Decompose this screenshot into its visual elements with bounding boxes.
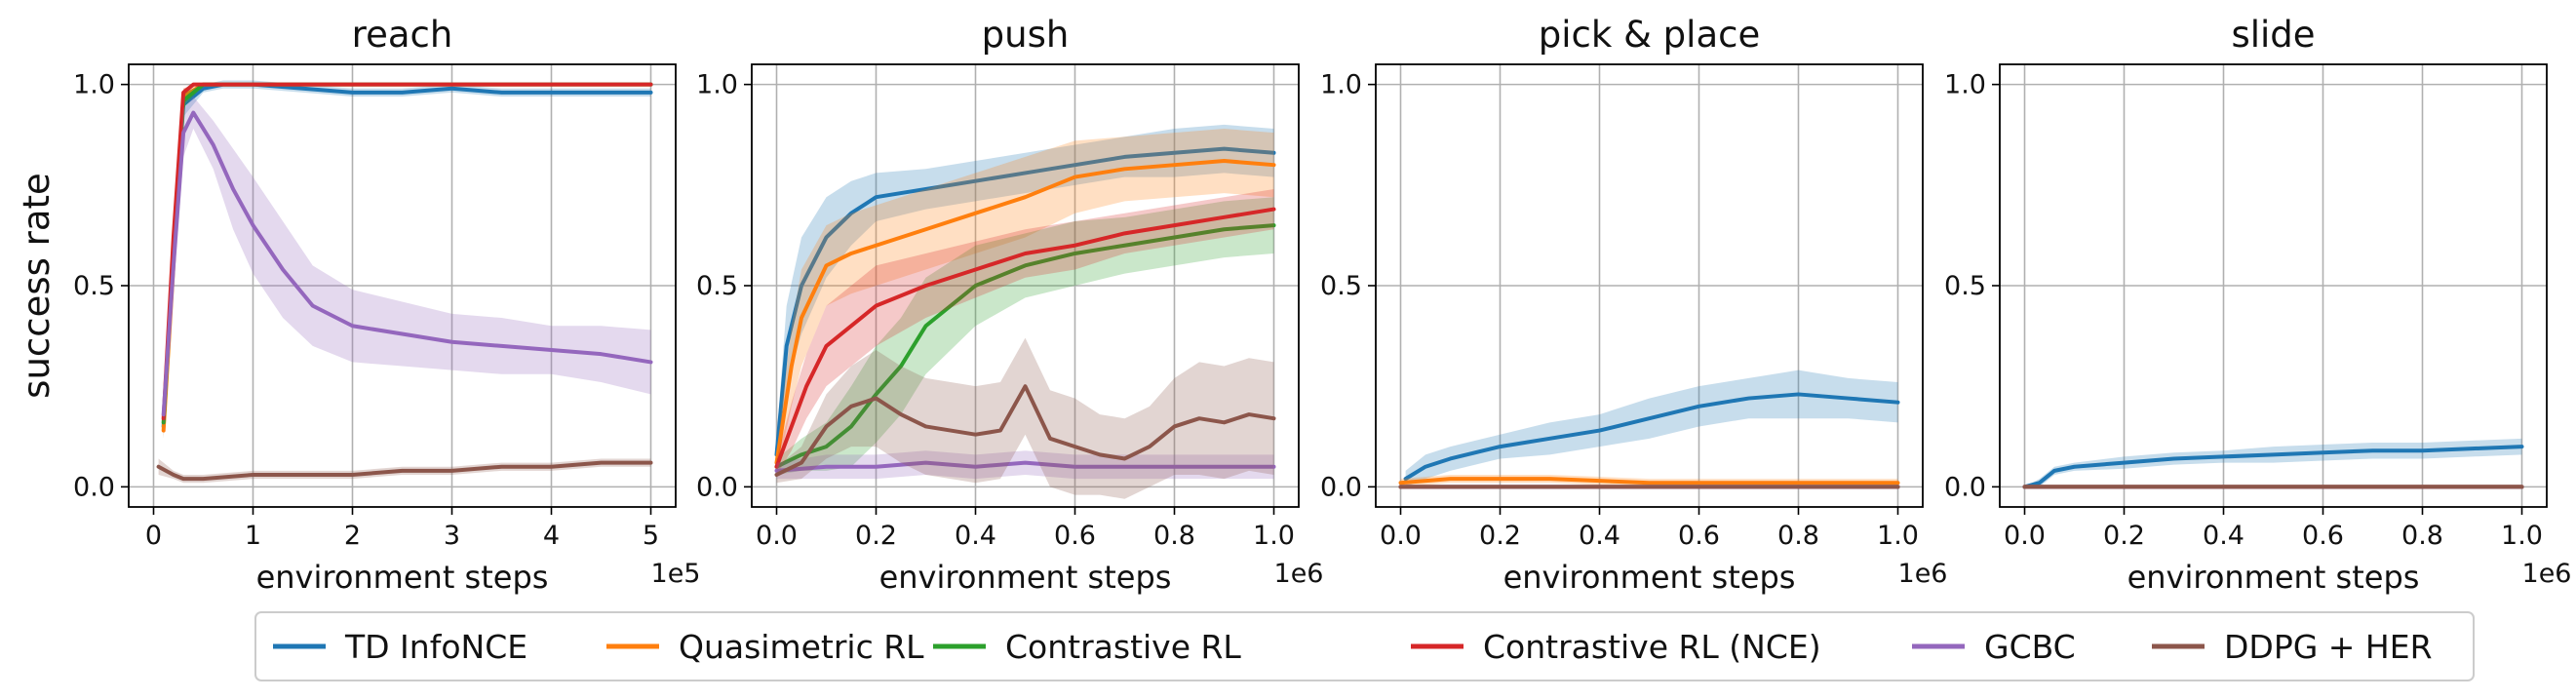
x-tick-label: 0.2	[855, 521, 897, 551]
y-tick-label: 1.0	[1320, 70, 1362, 100]
legend-item-0: TD InfoNCE	[273, 628, 527, 666]
series-line-1	[161, 82, 653, 433]
series-band-1	[163, 84, 651, 439]
panel-title: slide	[2231, 14, 2315, 56]
x-axis-label: environment steps	[1503, 559, 1796, 596]
series-line-0	[2022, 445, 2524, 489]
series-line-0	[161, 82, 653, 429]
series-line-3	[161, 82, 653, 421]
series-group	[774, 124, 1276, 499]
x-tick-label: 0.6	[1054, 521, 1096, 551]
x-tick-label: 3	[444, 521, 460, 551]
series-line-1	[774, 159, 1276, 465]
x-axis-multiplier: 1e5	[651, 559, 701, 589]
legend-label: Contrastive RL (NCE)	[1483, 628, 1821, 666]
y-tick-label: 0.0	[696, 472, 738, 502]
panel-title: pick & place	[1539, 14, 1760, 56]
x-tick-label: 0.4	[2203, 521, 2244, 551]
x-tick-label: 0.8	[2401, 521, 2443, 551]
series-band-0	[776, 124, 1274, 471]
series-group	[1398, 369, 1900, 489]
legend-label: TD InfoNCE	[344, 628, 527, 666]
x-tick-label: 0.2	[1479, 521, 1521, 551]
x-tick-label: 1.0	[1253, 521, 1295, 551]
x-tick-label: 0.0	[1380, 521, 1422, 551]
series-line-5	[774, 384, 1276, 477]
legend-label: DDPG + HER	[2224, 628, 2433, 666]
x-tick-label: 1.0	[2501, 521, 2543, 551]
series-line-1	[1398, 477, 1900, 486]
y-tick-label: 0.0	[1944, 472, 1986, 502]
series-band-2	[163, 84, 651, 431]
series-group	[156, 80, 653, 484]
y-tick-label: 1.0	[696, 70, 738, 100]
series-band-3	[776, 188, 1274, 475]
x-tick-label: 0.8	[1777, 521, 1819, 551]
panel-1: 0.0 0.2 0.4 0.6 0.8 1.0 0.0 0.5 1.0 push environme…	[696, 14, 1323, 596]
series-line-4	[161, 110, 653, 417]
series-line-0	[1403, 392, 1900, 482]
series-band-0	[2024, 438, 2522, 487]
series-line-3	[774, 207, 1276, 469]
panel-title: push	[982, 14, 1070, 56]
y-tick-label: 1.0	[1944, 70, 1986, 100]
x-tick-label: 0.6	[1678, 521, 1720, 551]
panel-title: reach	[352, 14, 453, 56]
series-line-5	[156, 460, 653, 482]
x-tick-label: 0.6	[2302, 521, 2344, 551]
x-tick-label: 1	[245, 521, 261, 551]
y-axis-label: success rate	[16, 173, 58, 399]
series-band-1	[776, 129, 1274, 475]
legend-label: Quasimetric RL	[679, 628, 924, 666]
y-tick-label: 0.5	[1320, 271, 1362, 301]
y-tick-label: 0.5	[73, 271, 115, 301]
panel-3: 0.0 0.2 0.4 0.6 0.8 1.0 0.0 0.5 1.0 slide environm…	[1944, 14, 2571, 596]
series-line-2	[774, 223, 1276, 469]
legend-label: Contrastive RL	[1005, 628, 1241, 666]
x-tick-label: 4	[543, 521, 560, 551]
x-tick-label: 0.0	[2004, 521, 2046, 551]
legend: TD InfoNCE Quasimetric RL Contrastive RL Co…	[254, 611, 2475, 681]
x-axis-label: environment steps	[256, 559, 549, 596]
x-tick-label: 0.8	[1153, 521, 1195, 551]
x-axis-multiplier: 1e6	[2522, 559, 2572, 589]
x-tick-label: 1.0	[1877, 521, 1919, 551]
y-tick-label: 0.0	[1320, 472, 1362, 502]
series-band-2	[776, 197, 1274, 475]
x-tick-label: 0.4	[1579, 521, 1620, 551]
legend-label: GCBC	[1984, 628, 2076, 666]
series-group	[2022, 438, 2524, 489]
series-band-0	[163, 80, 651, 439]
legend-item-3: Contrastive RL (NCE)	[1411, 628, 1821, 666]
x-tick-label: 5	[643, 521, 659, 551]
series-band-5	[776, 337, 1274, 499]
series-band-4	[163, 97, 651, 431]
series-line-4	[774, 460, 1276, 473]
x-axis-multiplier: 1e6	[1898, 559, 1948, 589]
legend-item-5: DDPG + HER	[2152, 628, 2433, 666]
legend-item-2: Contrastive RL	[933, 628, 1241, 666]
series-band-0	[1405, 369, 1898, 487]
y-tick-label: 0.5	[1944, 271, 1986, 301]
panel-2: 0.0 0.2 0.4 0.6 0.8 1.0 0.0 0.5 1.0 pick & place e…	[1320, 14, 1947, 596]
x-tick-label: 0.4	[955, 521, 996, 551]
y-tick-label: 0.0	[73, 472, 115, 502]
series-band-4	[776, 450, 1274, 480]
x-axis-multiplier: 1e6	[1274, 559, 1324, 589]
legend-box	[254, 611, 2475, 681]
panel-0: 0 1 2 3 4 5 0.0 0.5 1.0 reach environment steps 1e5…	[16, 14, 700, 596]
series-line-0	[774, 146, 1276, 457]
x-tick-label: 0.2	[2103, 521, 2145, 551]
x-tick-label: 0	[145, 521, 162, 551]
x-axis-label: environment steps	[2127, 559, 2420, 596]
x-tick-label: 2	[344, 521, 361, 551]
legend-item-4: GCBC	[1912, 628, 2076, 666]
y-tick-label: 1.0	[73, 70, 115, 100]
legend-item-1: Quasimetric RL	[606, 628, 924, 666]
x-tick-label: 0.0	[756, 521, 798, 551]
x-axis-label: environment steps	[879, 559, 1172, 596]
y-tick-label: 0.5	[696, 271, 738, 301]
